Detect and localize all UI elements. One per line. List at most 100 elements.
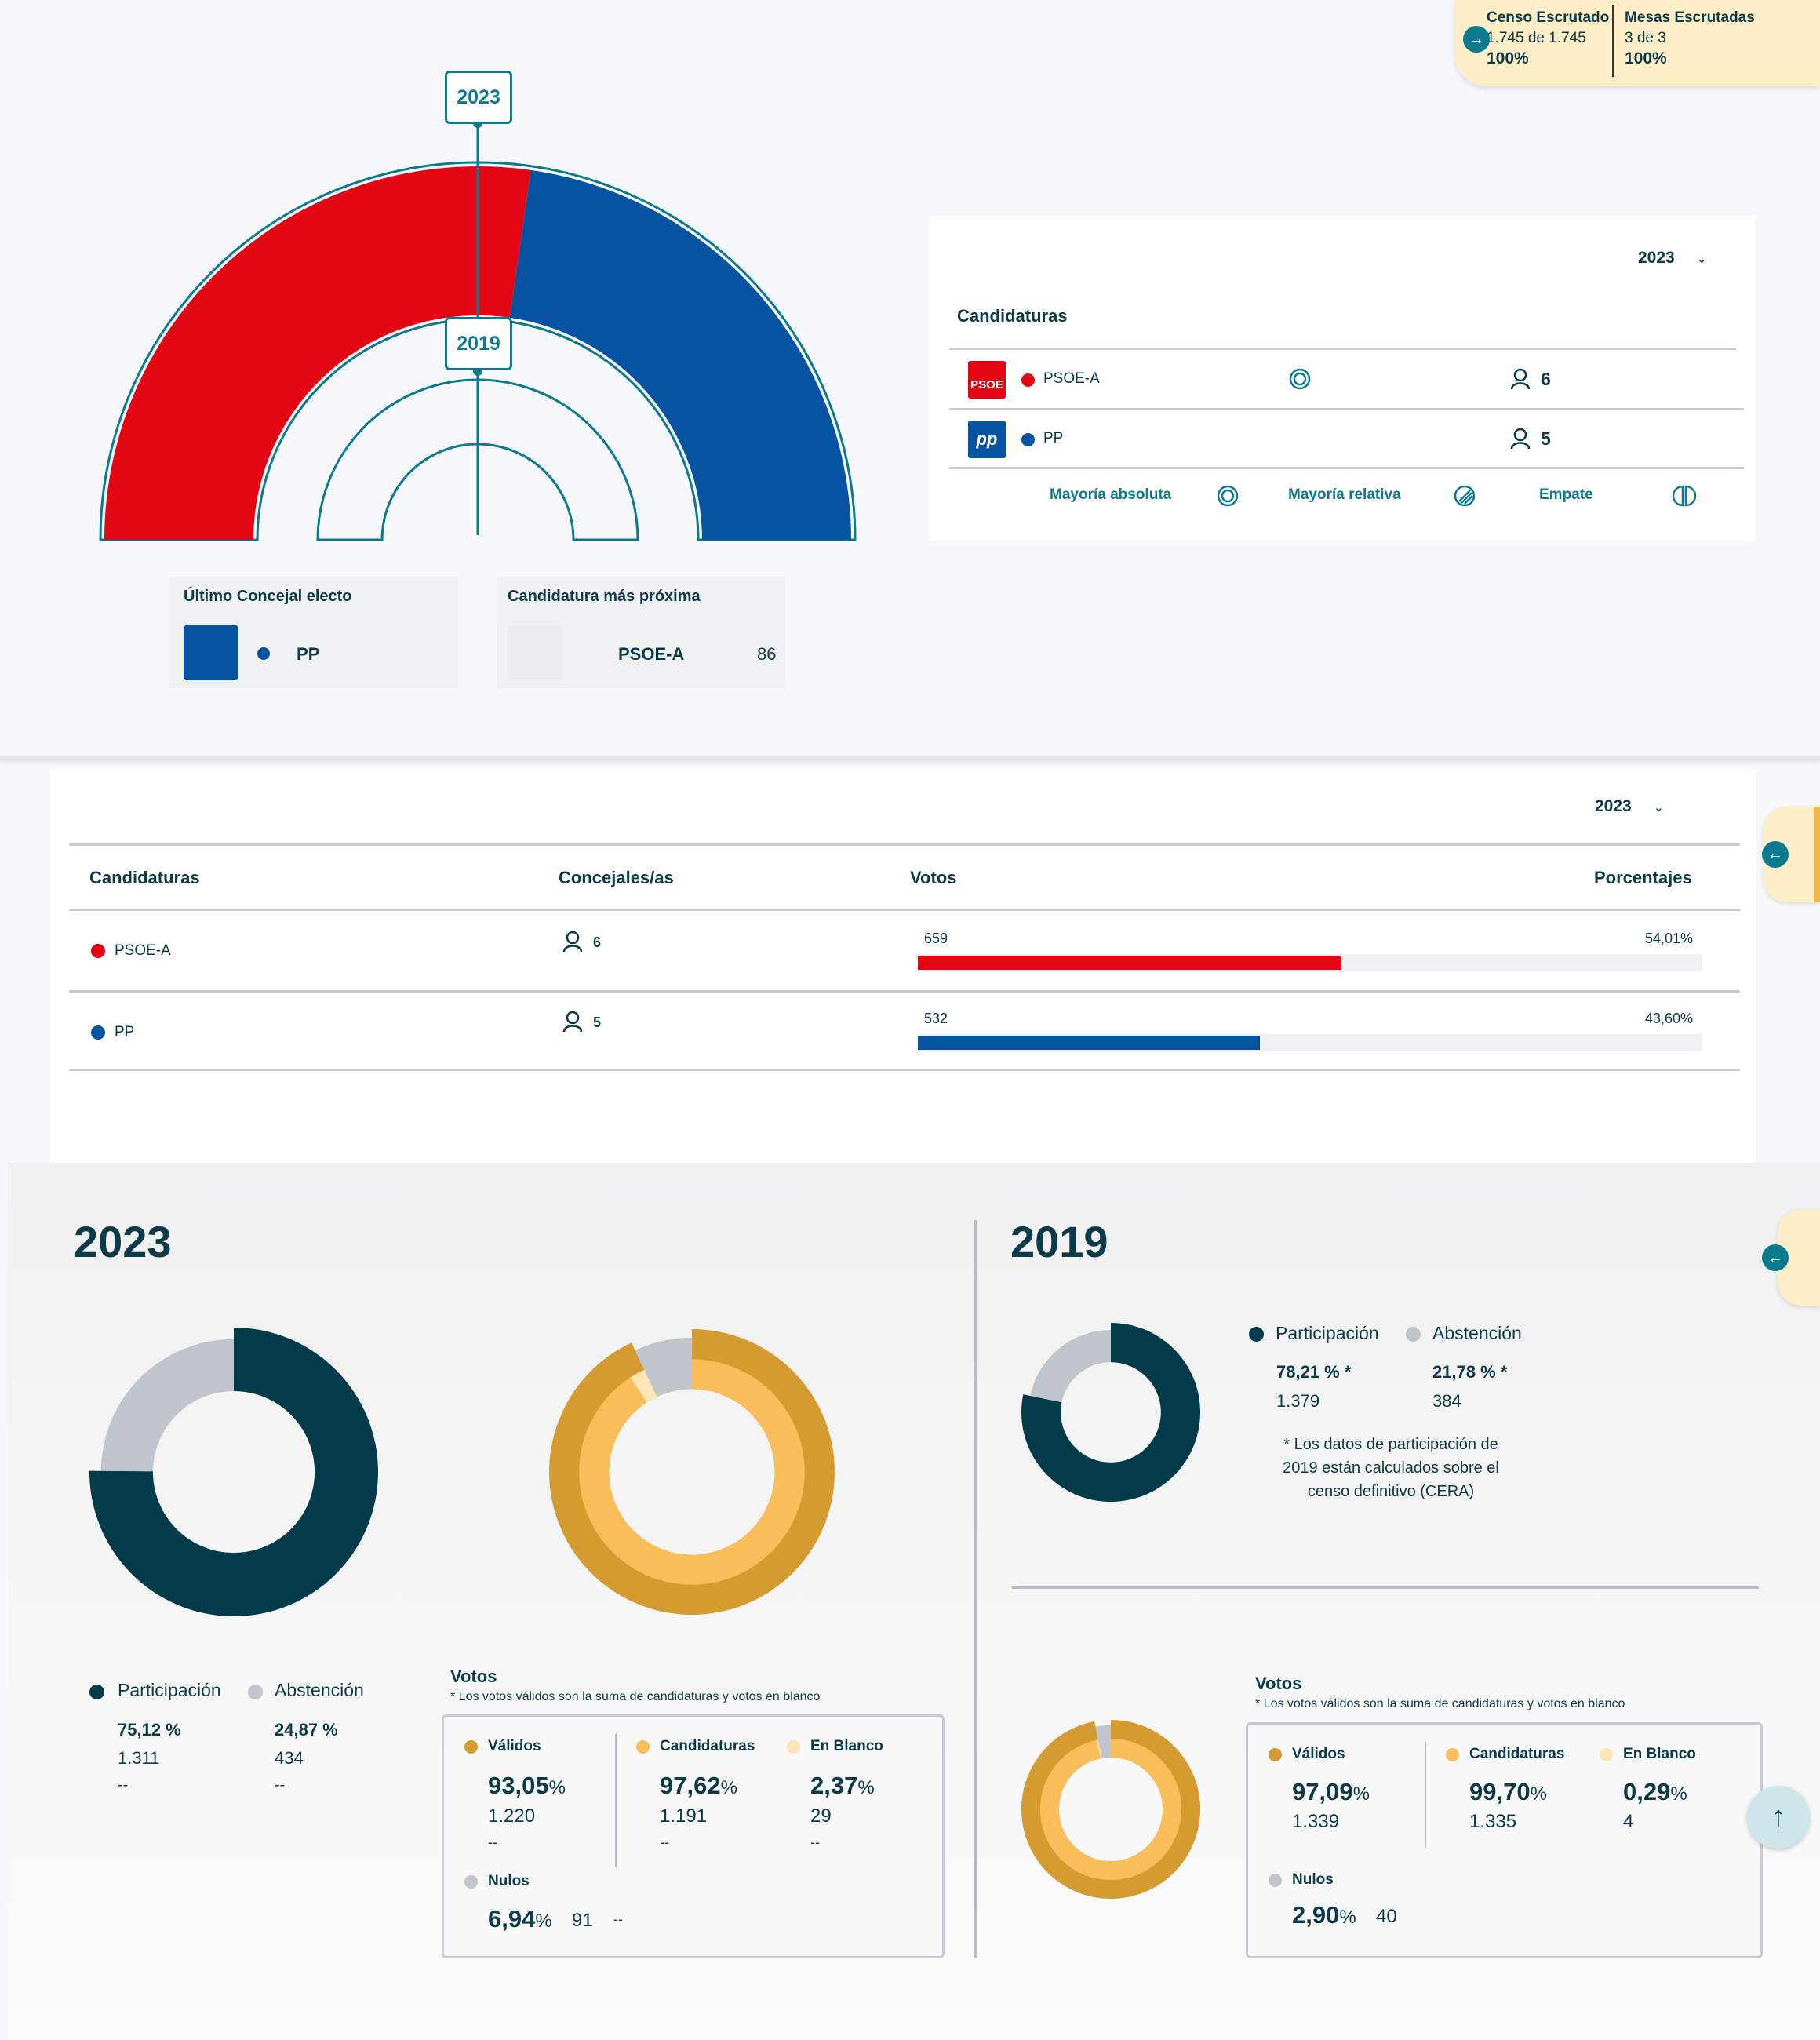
table-row: PP 5 532 43,60% <box>69 993 1740 1071</box>
legend-tie-label: Empate <box>1539 486 1593 503</box>
header-party: Candidaturas <box>89 868 200 887</box>
participation-n: 1.379 <box>1276 1391 1320 1411</box>
nulos-n: 91 <box>572 1910 593 1931</box>
abstention-dot <box>248 1685 263 1699</box>
row-party: PP <box>115 1024 135 1040</box>
arrow-left-icon[interactable]: ← <box>1762 1244 1789 1271</box>
summary-row-psoe: PSOE PSOE-A 6 <box>949 350 1744 409</box>
donut-abstention <box>1030 1330 1111 1403</box>
participation-pct: 75,12 % <box>118 1720 181 1739</box>
summary-card: 2023 ⌄ Candidaturas PSOE PSOE-A 6 pp PP … <box>929 216 1755 541</box>
nulos-pct: 2,90% <box>1292 1901 1356 1929</box>
votes-donut-2019 <box>1021 1720 1200 1899</box>
participation-donut-2023 <box>89 1328 378 1616</box>
participation-dot <box>1249 1327 1264 1342</box>
pp-dot <box>91 1025 105 1040</box>
participation-pct: 78,21 % * <box>1276 1362 1352 1382</box>
pp-seats: 5 <box>1541 428 1551 449</box>
absolute-majority-icon <box>1289 368 1311 390</box>
votes-box-2023: Válidos 93,05% 1.220 -- Candidaturas 97,… <box>442 1714 945 1958</box>
pp-logo: pp <box>968 421 1006 458</box>
blanco-label: En Blanco <box>810 1738 883 1754</box>
votes-bar-track <box>918 954 1702 971</box>
nulos-extra: -- <box>613 1911 623 1927</box>
mesas-label: Mesas Escrutadas <box>1625 9 1755 26</box>
year-2019-heading: 2019 <box>1010 1217 1108 1266</box>
blanco-n: 29 <box>810 1805 832 1827</box>
next-candidate-value: 86 <box>757 644 777 664</box>
next-candidate-label: Candidatura más próxima <box>508 588 701 605</box>
summary-row-pp: pp PP 5 <box>949 410 1744 468</box>
header-votes: Votos <box>910 868 957 887</box>
arrow-up-icon: ↑ <box>1771 1801 1786 1834</box>
table-row: PSOE-A 6 659 54,01% <box>69 911 1740 989</box>
chevron-down-icon: ⌄ <box>1653 801 1664 814</box>
validos-n: 1.339 <box>1292 1811 1340 1832</box>
abstention-pct: 24,87 % <box>275 1720 338 1739</box>
row-pct: 43,60% <box>1644 1011 1693 1026</box>
year-select[interactable]: 2023 ⌄ <box>1638 249 1707 268</box>
hemicycle-2023-outer-border <box>99 161 857 541</box>
blanco-n: 4 <box>1623 1811 1634 1832</box>
donut-abstention <box>100 1339 234 1472</box>
results-card: 2023 ⌄ Candidaturas Concejales/as Votos … <box>50 770 1756 1163</box>
blanco-label: En Blanco <box>1623 1746 1696 1762</box>
psoe-dot <box>1021 373 1035 387</box>
validos-pct: 97,09% <box>1292 1778 1370 1805</box>
tie-icon <box>1673 485 1696 507</box>
votes-bar-track <box>918 1034 1702 1051</box>
absolute-majority-icon <box>1217 485 1239 507</box>
hemicycle-2023-psoe <box>104 166 531 541</box>
last-elected-swatch <box>184 625 238 680</box>
year-tag-2023: 2023 <box>445 71 512 124</box>
censo-pct: 100% <box>1487 49 1529 67</box>
donut-participation <box>89 1328 378 1616</box>
hemicycle-2019-outer-border <box>316 378 639 541</box>
arrow-left-icon[interactable]: ← <box>1762 841 1789 868</box>
row-seats: 5 <box>593 1015 602 1030</box>
results-year-value: 2023 <box>1595 797 1632 815</box>
relative-majority-icon <box>1454 485 1476 507</box>
hemicycle-2023-pp <box>509 169 851 540</box>
participation-extra: -- <box>118 1776 129 1794</box>
donut-blanco <box>630 1369 657 1403</box>
abstention-extra: -- <box>275 1776 286 1794</box>
side-tab-results[interactable]: ← <box>1762 807 1820 902</box>
validos-pct: 93,05% <box>488 1772 566 1799</box>
votes-bar-fill <box>918 956 1342 970</box>
abstention-pct: 21,78 % * <box>1432 1362 1508 1382</box>
participation-n: 1.311 <box>118 1748 160 1768</box>
nulos-label: Nulos <box>1292 1871 1334 1888</box>
participation-label: Participación <box>1276 1323 1379 1343</box>
abstention-label: Abstención <box>1432 1323 1522 1343</box>
cand-label: Candidaturas <box>660 1738 755 1754</box>
year-tag-2019: 2019 <box>445 317 512 370</box>
abstention-n: 384 <box>1432 1391 1461 1411</box>
donut-nulos <box>1095 1725 1111 1758</box>
person-icon <box>562 931 583 953</box>
row-votes: 659 <box>924 931 948 946</box>
psoe-logo: PSOE <box>968 361 1006 399</box>
cand-extra: -- <box>660 1834 669 1850</box>
cand-n: 1.335 <box>1469 1811 1517 1832</box>
mesas-value: 3 de 3 <box>1625 30 1666 46</box>
nulos-n: 40 <box>1376 1906 1397 1927</box>
row-votes: 532 <box>924 1011 948 1026</box>
results-year-select[interactable]: 2023 ⌄ <box>1595 797 1664 816</box>
scroll-top-button[interactable]: ↑ <box>1747 1786 1810 1849</box>
year-select-value: 2023 <box>1638 249 1675 267</box>
summary-title: Candidaturas <box>957 306 1068 326</box>
side-tab-participation[interactable]: ← <box>1762 1210 1820 1306</box>
cand-n: 1.191 <box>660 1805 708 1827</box>
person-icon <box>562 1011 583 1033</box>
nulos-pct: 6,94% <box>488 1905 552 1933</box>
votes-title-2023: Votos <box>450 1667 497 1686</box>
censo-label: Censo Escrutado <box>1487 9 1610 26</box>
donut-participation <box>1021 1323 1200 1502</box>
next-candidate-card: Candidatura más próxima PSOE-A 86 <box>497 577 785 688</box>
arrow-right-icon[interactable]: → <box>1463 26 1490 53</box>
votes-title-2019: Votos <box>1255 1674 1302 1693</box>
votes-note-2023: * Los votos válidos son la suma de candi… <box>450 1690 821 1703</box>
votes-note-2019: * Los votos válidos son la suma de candi… <box>1255 1697 1625 1710</box>
chevron-down-icon: ⌄ <box>1696 253 1707 266</box>
